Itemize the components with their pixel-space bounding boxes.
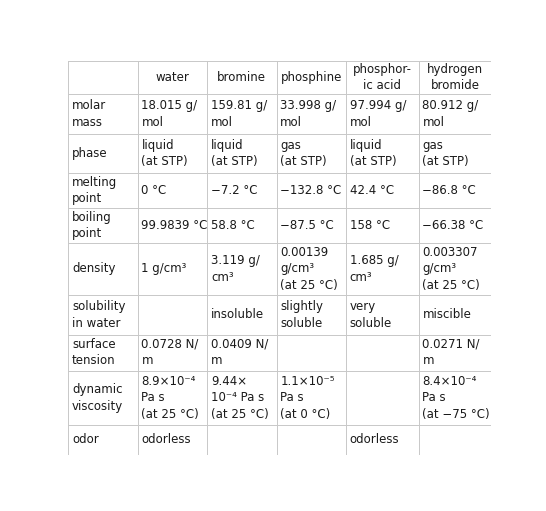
Text: 0 °C: 0 °C — [141, 184, 167, 197]
Text: boiling
point: boiling point — [72, 211, 112, 240]
Text: solubility
in water: solubility in water — [72, 300, 126, 330]
Text: odorless: odorless — [350, 433, 400, 446]
Text: −7.2 °C: −7.2 °C — [211, 184, 257, 197]
Text: gas
(at STP): gas (at STP) — [280, 139, 327, 168]
Text: 8.4×10⁻⁴
Pa s
(at −75 °C): 8.4×10⁻⁴ Pa s (at −75 °C) — [423, 375, 490, 421]
Text: 9.44×
10⁻⁴ Pa s
(at 25 °C): 9.44× 10⁻⁴ Pa s (at 25 °C) — [211, 375, 269, 421]
Text: 99.9839 °C: 99.9839 °C — [141, 219, 208, 232]
Text: 58.8 °C: 58.8 °C — [211, 219, 254, 232]
Text: liquid
(at STP): liquid (at STP) — [350, 139, 396, 168]
Text: phase: phase — [72, 147, 108, 160]
Text: slightly
soluble: slightly soluble — [280, 300, 323, 330]
Text: −86.8 °C: −86.8 °C — [423, 184, 476, 197]
Text: liquid
(at STP): liquid (at STP) — [141, 139, 188, 168]
Text: dynamic
viscosity: dynamic viscosity — [72, 383, 123, 412]
Text: very
soluble: very soluble — [350, 300, 392, 330]
Text: bromine: bromine — [217, 71, 266, 84]
Text: 0.0409 N/
m: 0.0409 N/ m — [211, 338, 268, 367]
Text: 0.003307
g/cm³
(at 25 °C): 0.003307 g/cm³ (at 25 °C) — [423, 246, 480, 292]
Text: 97.994 g/
mol: 97.994 g/ mol — [350, 99, 406, 129]
Text: 8.9×10⁻⁴
Pa s
(at 25 °C): 8.9×10⁻⁴ Pa s (at 25 °C) — [141, 375, 199, 421]
Text: 0.00139
g/cm³
(at 25 °C): 0.00139 g/cm³ (at 25 °C) — [280, 246, 338, 292]
Text: −66.38 °C: −66.38 °C — [423, 219, 484, 232]
Text: miscible: miscible — [423, 308, 471, 321]
Text: hydrogen
bromide: hydrogen bromide — [427, 63, 483, 92]
Text: liquid
(at STP): liquid (at STP) — [211, 139, 258, 168]
Text: 80.912 g/
mol: 80.912 g/ mol — [423, 99, 479, 129]
Text: odor: odor — [72, 433, 99, 446]
Text: gas
(at STP): gas (at STP) — [423, 139, 469, 168]
Text: 42.4 °C: 42.4 °C — [350, 184, 394, 197]
Text: 0.0271 N/
m: 0.0271 N/ m — [423, 338, 480, 367]
Text: 1.1×10⁻⁵
Pa s
(at 0 °C): 1.1×10⁻⁵ Pa s (at 0 °C) — [280, 375, 335, 421]
Text: 3.119 g/
cm³: 3.119 g/ cm³ — [211, 254, 260, 284]
Text: melting
point: melting point — [72, 176, 117, 205]
Text: 159.81 g/
mol: 159.81 g/ mol — [211, 99, 267, 129]
Text: surface
tension: surface tension — [72, 338, 116, 367]
Text: 0.0728 N/
m: 0.0728 N/ m — [141, 338, 199, 367]
Text: 1 g/cm³: 1 g/cm³ — [141, 263, 187, 275]
Text: density: density — [72, 263, 116, 275]
Text: 18.015 g/
mol: 18.015 g/ mol — [141, 99, 198, 129]
Text: odorless: odorless — [141, 433, 191, 446]
Text: phosphor-
ic acid: phosphor- ic acid — [353, 63, 412, 92]
Text: 1.685 g/
cm³: 1.685 g/ cm³ — [350, 254, 399, 284]
Text: molar
mass: molar mass — [72, 99, 106, 129]
Text: 158 °C: 158 °C — [350, 219, 390, 232]
Text: phosphine: phosphine — [281, 71, 342, 84]
Text: −132.8 °C: −132.8 °C — [280, 184, 342, 197]
Text: insoluble: insoluble — [211, 308, 264, 321]
Text: 33.998 g/
mol: 33.998 g/ mol — [280, 99, 336, 129]
Text: water: water — [156, 71, 189, 84]
Text: −87.5 °C: −87.5 °C — [280, 219, 334, 232]
